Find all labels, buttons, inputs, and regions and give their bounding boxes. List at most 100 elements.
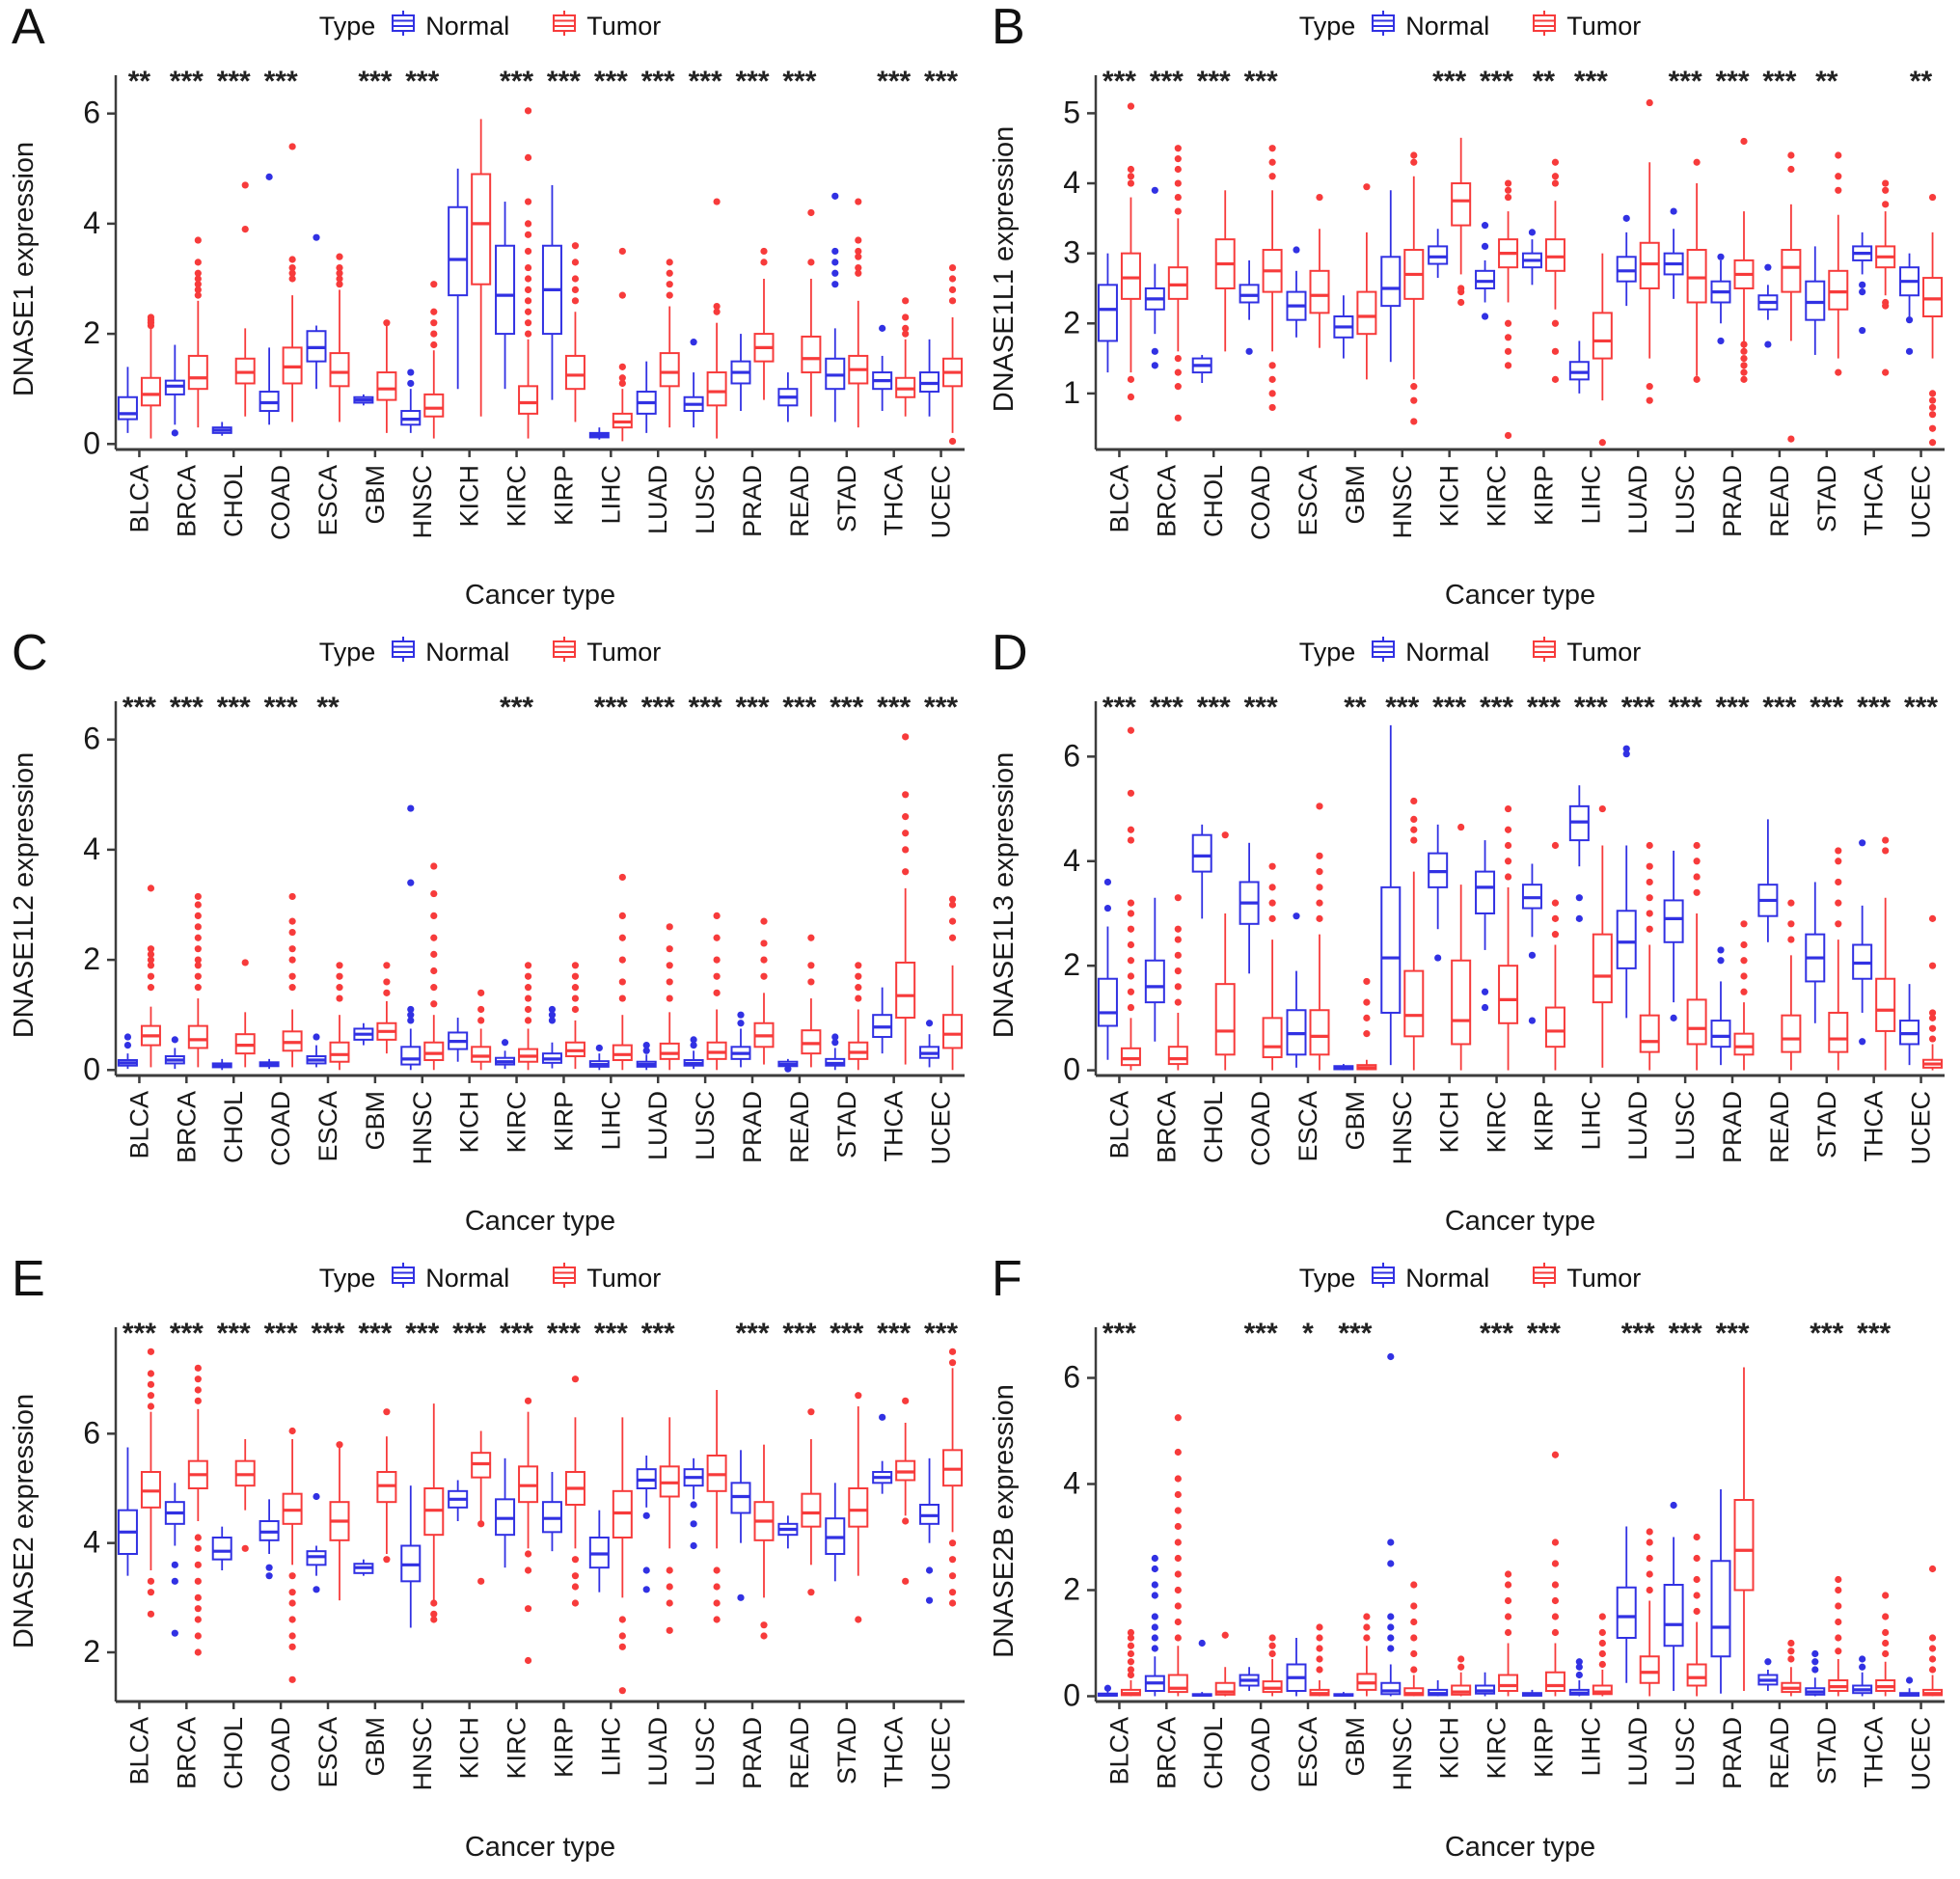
svg-text:***: *** (689, 692, 722, 723)
svg-text:LUSC: LUSC (691, 1717, 720, 1786)
tumor-boxplot-icon (1530, 10, 1559, 43)
svg-text:UCEC: UCEC (927, 465, 956, 539)
svg-text:THCA: THCA (880, 465, 909, 536)
panel-f-plot: 0 2 4 6 DNASE2B expression BLCA *** BRCA CHOL COA… (989, 1318, 1945, 1863)
svg-text:COAD: COAD (266, 1091, 295, 1166)
svg-text:BLCA: BLCA (124, 1091, 153, 1159)
svg-text:CHOL: CHOL (1199, 1717, 1228, 1789)
legend-type-label: Type (1298, 12, 1356, 41)
svg-text:**: ** (316, 692, 340, 723)
svg-text:COAD: COAD (1246, 1717, 1275, 1792)
svg-text:READ: READ (785, 1717, 814, 1789)
tumor-boxplot-icon (550, 636, 579, 669)
legend-tumor-label: Tumor (1566, 638, 1642, 667)
panel-a-plot: 0 2 4 6 DNASE1 expression BLCA ** BRCA *** CHOL **… (9, 66, 965, 611)
svg-text:BRCA: BRCA (172, 1717, 201, 1789)
svg-text:**: ** (1533, 66, 1556, 97)
svg-text:***: *** (641, 1318, 675, 1349)
svg-text:***: *** (1762, 692, 1796, 723)
svg-text:1: 1 (1063, 375, 1080, 410)
svg-text:***: *** (1480, 1318, 1513, 1349)
svg-text:ESCA: ESCA (313, 1717, 342, 1788)
svg-text:KICH: KICH (1435, 1091, 1464, 1154)
normal-boxplot-icon (1369, 636, 1398, 669)
svg-text:***: *** (1150, 66, 1184, 97)
legend-tumor-label: Tumor (586, 12, 662, 41)
svg-text:THCA: THCA (1860, 1717, 1889, 1788)
svg-text:BLCA: BLCA (1104, 1091, 1133, 1159)
tumor-boxplot-icon (1530, 636, 1559, 669)
svg-text:PRAD: PRAD (1718, 465, 1747, 537)
svg-text:READ: READ (1765, 1091, 1794, 1163)
svg-text:ESCA: ESCA (1293, 1091, 1322, 1162)
svg-text:LUAD: LUAD (1623, 465, 1652, 534)
svg-text:***: *** (264, 1318, 298, 1349)
svg-text:*: * (1302, 1318, 1314, 1349)
svg-text:LUAD: LUAD (1623, 1091, 1652, 1160)
svg-text:KICH: KICH (455, 1717, 484, 1780)
svg-text:2: 2 (83, 941, 100, 976)
svg-text:6: 6 (83, 1415, 100, 1450)
panel-a-label: A (12, 0, 45, 55)
svg-text:***: *** (1762, 66, 1796, 97)
panel-c: C Type Normal Tumor 0 2 4 6 DNASE1L2 express… (0, 626, 980, 1252)
svg-text:GBM: GBM (1341, 1717, 1370, 1777)
svg-text:LUSC: LUSC (691, 465, 720, 534)
svg-text:***: *** (1715, 1318, 1749, 1349)
svg-text:KIRC: KIRC (503, 1091, 531, 1154)
panel-e-label: E (12, 1252, 45, 1307)
panel-d-legend: Type Normal Tumor (980, 636, 1960, 669)
svg-text:CHOL: CHOL (1199, 465, 1228, 537)
svg-text:Cancer type: Cancer type (1445, 580, 1595, 611)
svg-text:COAD: COAD (1246, 1091, 1275, 1166)
svg-text:STAD: STAD (832, 1717, 861, 1784)
svg-text:***: *** (405, 66, 439, 97)
svg-text:***: *** (1338, 1318, 1372, 1349)
panel-e-legend: Type Normal Tumor (0, 1262, 980, 1295)
panel-e: E Type Normal Tumor 2 4 6 DNASE2 expression… (0, 1252, 980, 1879)
svg-text:***: *** (311, 1318, 344, 1349)
legend-type-label: Type (318, 12, 376, 41)
svg-text:HNSC: HNSC (1388, 1717, 1417, 1791)
svg-text:UCEC: UCEC (1907, 1717, 1936, 1791)
svg-text:***: *** (264, 692, 298, 723)
svg-text:CHOL: CHOL (219, 1091, 248, 1163)
svg-text:HNSC: HNSC (408, 1091, 437, 1165)
svg-text:UCEC: UCEC (1907, 1091, 1936, 1165)
svg-text:**: ** (128, 66, 151, 97)
svg-text:***: *** (1244, 66, 1278, 97)
panel-c-legend: Type Normal Tumor (0, 636, 980, 669)
svg-text:4: 4 (1063, 843, 1080, 878)
svg-text:KIRP: KIRP (549, 1091, 578, 1152)
normal-boxplot-icon (1369, 1262, 1398, 1295)
svg-text:UCEC: UCEC (1907, 465, 1936, 539)
legend-type-label: Type (1298, 1264, 1356, 1293)
svg-text:DNASE1L3 expression: DNASE1L3 expression (989, 752, 1020, 1039)
svg-text:BRCA: BRCA (1152, 1717, 1181, 1789)
svg-text:BLCA: BLCA (1104, 465, 1133, 533)
svg-text:4: 4 (1063, 1466, 1080, 1501)
svg-text:HNSC: HNSC (408, 1717, 437, 1791)
panel-a: A Type Normal Tumor 0 2 4 6 DNASE1 expressio… (0, 0, 980, 626)
svg-text:***: *** (924, 692, 958, 723)
svg-text:***: *** (122, 1318, 156, 1349)
svg-text:STAD: STAD (832, 465, 861, 532)
svg-text:***: *** (924, 1318, 958, 1349)
svg-text:KICH: KICH (455, 1091, 484, 1154)
svg-text:LUSC: LUSC (1671, 1091, 1700, 1160)
svg-text:***: *** (170, 66, 204, 97)
svg-text:***: *** (1715, 692, 1749, 723)
svg-text:GBM: GBM (361, 1091, 390, 1151)
svg-text:***: *** (217, 1318, 251, 1349)
svg-text:***: *** (1244, 1318, 1278, 1349)
svg-text:LUSC: LUSC (691, 1091, 720, 1160)
svg-text:***: *** (1621, 692, 1655, 723)
svg-text:KIRP: KIRP (1529, 465, 1558, 526)
panel-d-label: D (992, 626, 1028, 681)
svg-text:***: *** (1244, 692, 1278, 723)
svg-text:KIRC: KIRC (1483, 465, 1511, 528)
svg-text:STAD: STAD (1812, 1717, 1841, 1784)
legend-tumor-label: Tumor (1566, 1264, 1642, 1293)
panel-f-label: F (992, 1252, 1022, 1307)
svg-text:2: 2 (83, 315, 100, 350)
